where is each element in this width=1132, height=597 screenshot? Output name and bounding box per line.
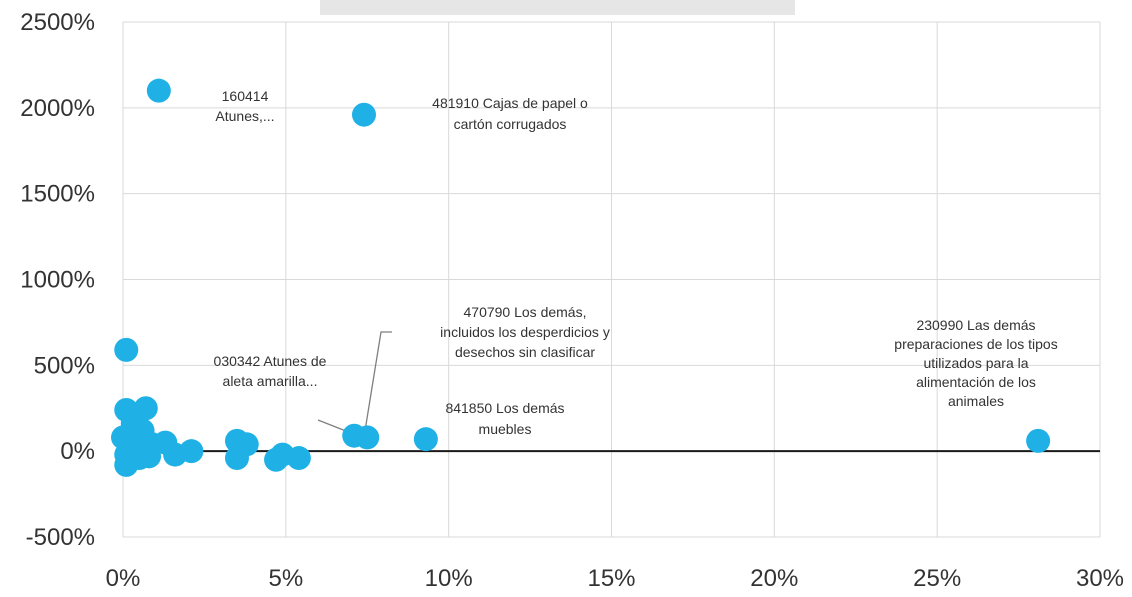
x-tick-label: 0% xyxy=(106,565,141,592)
point-annotation: 841850 Los demás muebles xyxy=(445,400,564,437)
annotation-line: aleta amarilla... xyxy=(223,373,318,389)
axis-layer: 0% 5% 10% 15% 20% 25% 30% -500% 0% 500% 1000% 1500%… xyxy=(20,9,1124,592)
y-tick-label: 1500% xyxy=(20,181,95,208)
point-annotation: 230990 Las demás preparaciones de los tip… xyxy=(894,317,1057,409)
x-tick-label: 15% xyxy=(587,565,635,592)
y-tick-label: 2500% xyxy=(20,9,95,36)
annotation-line: desechos sin clasificar xyxy=(455,344,595,360)
grid-layer xyxy=(122,21,1101,538)
data-point xyxy=(114,452,139,477)
annotation-line: alimentación de los xyxy=(916,374,1036,390)
x-tick-label: 10% xyxy=(425,565,473,592)
y-tick-label: 500% xyxy=(34,352,95,379)
x-tick-label: 20% xyxy=(750,565,798,592)
annotation-line: 160414 xyxy=(222,88,269,104)
data-point xyxy=(351,102,376,127)
annotation-layer: 160414 Atunes,... 481910 Cajas de papel o c… xyxy=(214,88,1058,437)
data-point xyxy=(286,446,311,471)
annotation-line: utilizados para la xyxy=(923,355,1028,371)
leader-layer xyxy=(317,331,392,438)
data-point xyxy=(1026,428,1051,453)
annotation-line: 230990 Las demás xyxy=(916,317,1035,333)
point-annotation: 470790 Los demás, incluidos los desperdic… xyxy=(440,304,610,360)
annotation-leader-line xyxy=(363,331,392,438)
top-bar xyxy=(320,0,795,15)
annotation-line: preparaciones de los tipos xyxy=(894,336,1057,352)
data-point xyxy=(413,427,438,452)
y-tick-label: -500% xyxy=(26,524,95,551)
annotation-line: 481910 Cajas de papel o xyxy=(432,95,588,111)
data-point xyxy=(114,337,139,362)
point-layer xyxy=(111,78,1051,477)
x-tick-label: 25% xyxy=(913,565,961,592)
x-tick-label: 30% xyxy=(1076,565,1124,592)
data-point xyxy=(224,446,249,471)
annotation-line: 841850 Los demás xyxy=(445,400,564,416)
point-annotation: 160414 Atunes,... xyxy=(215,88,274,124)
x-tick-label: 5% xyxy=(268,565,303,592)
point-annotation: 030342 Atunes de aleta amarilla... xyxy=(214,353,327,389)
y-tick-label: 0% xyxy=(60,438,95,465)
data-point xyxy=(179,439,204,464)
annotation-line: muebles xyxy=(479,421,532,437)
y-tick-label: 2000% xyxy=(20,95,95,122)
annotation-line: incluidos los desperdicios y xyxy=(440,324,610,340)
annotation-line: animales xyxy=(948,393,1004,409)
point-annotation: 481910 Cajas de papel o cartón corrugados xyxy=(432,95,588,132)
data-point xyxy=(355,425,380,450)
annotation-line: Atunes,... xyxy=(215,108,274,124)
annotation-line: 470790 Los demás, xyxy=(464,304,587,320)
data-point xyxy=(146,78,171,103)
annotation-line: cartón corrugados xyxy=(454,116,567,132)
annotation-line: 030342 Atunes de xyxy=(214,353,327,369)
y-tick-label: 1000% xyxy=(20,267,95,294)
